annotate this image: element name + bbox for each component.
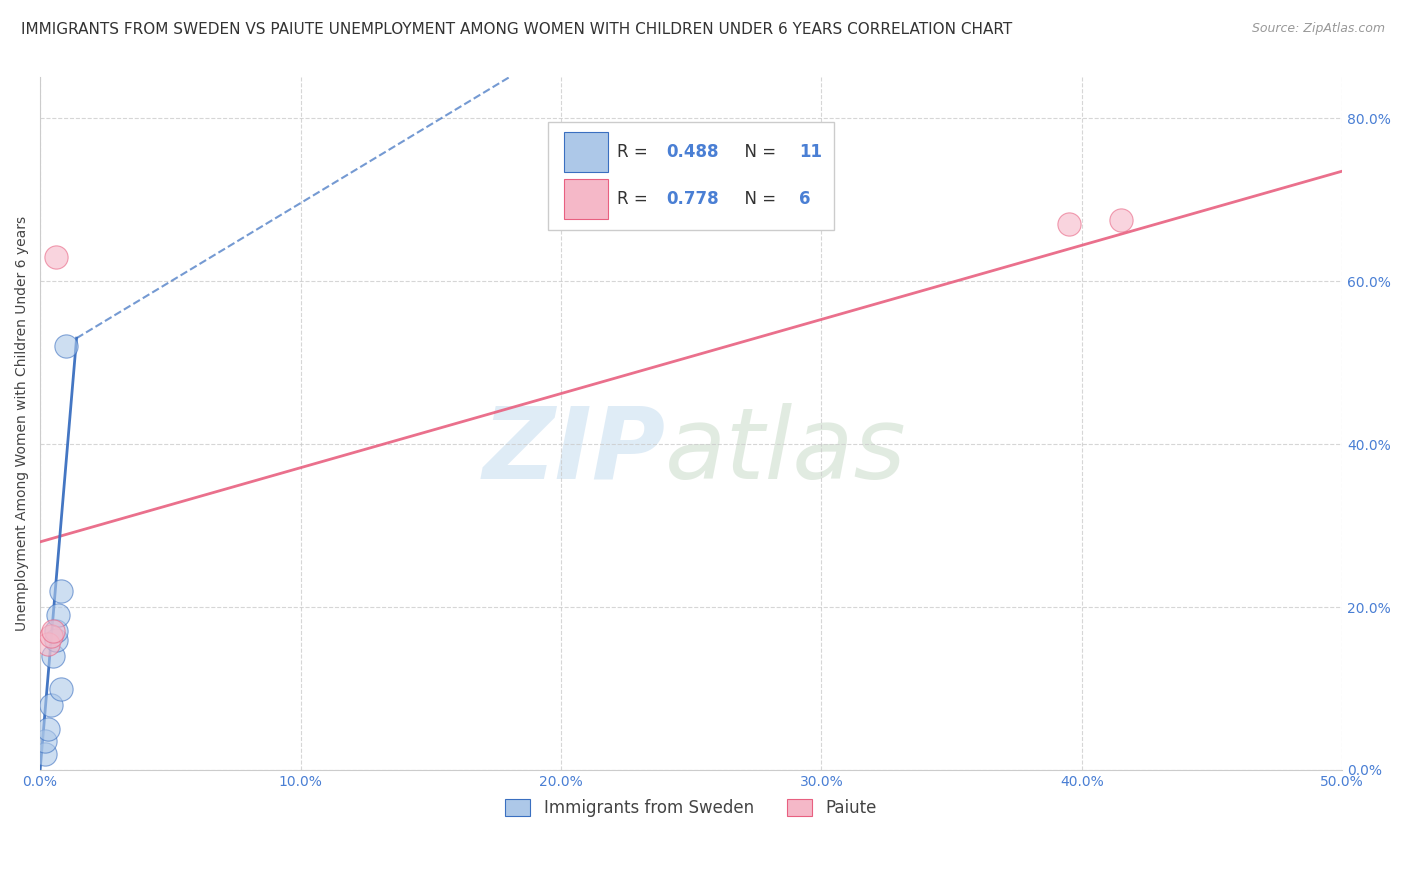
Point [1109, 213, 1132, 227]
Text: 11: 11 [799, 144, 823, 161]
Point [34, 747, 56, 761]
Point [45, 250, 67, 264]
Point [39, 698, 62, 712]
FancyBboxPatch shape [548, 122, 834, 230]
Point [46, 608, 69, 623]
Text: 0.488: 0.488 [666, 144, 718, 161]
Point [45, 624, 67, 639]
FancyBboxPatch shape [564, 132, 607, 172]
Point [55, 339, 77, 353]
Text: IMMIGRANTS FROM SWEDEN VS PAIUTE UNEMPLOYMENT AMONG WOMEN WITH CHILDREN UNDER 6 : IMMIGRANTS FROM SWEDEN VS PAIUTE UNEMPLO… [21, 22, 1012, 37]
Legend: Immigrants from Sweden, Paiute: Immigrants from Sweden, Paiute [499, 792, 883, 824]
Text: 0.778: 0.778 [666, 190, 718, 208]
Point [34, 734, 56, 748]
Text: ZIP: ZIP [482, 403, 665, 500]
Point [42, 648, 65, 663]
Text: R =: R = [617, 190, 652, 208]
Point [49, 681, 72, 696]
Text: 6: 6 [799, 190, 811, 208]
Text: N =: N = [734, 190, 782, 208]
Point [37, 637, 59, 651]
Point [39, 629, 62, 643]
Text: Source: ZipAtlas.com: Source: ZipAtlas.com [1251, 22, 1385, 36]
Point [42, 624, 65, 639]
Y-axis label: Unemployment Among Women with Children Under 6 years: Unemployment Among Women with Children U… [15, 216, 30, 632]
Text: N =: N = [734, 144, 782, 161]
Point [49, 583, 72, 598]
Point [1057, 217, 1080, 231]
Point [45, 632, 67, 647]
Point [37, 723, 59, 737]
Text: R =: R = [617, 144, 652, 161]
Text: atlas: atlas [665, 403, 907, 500]
FancyBboxPatch shape [564, 178, 607, 219]
